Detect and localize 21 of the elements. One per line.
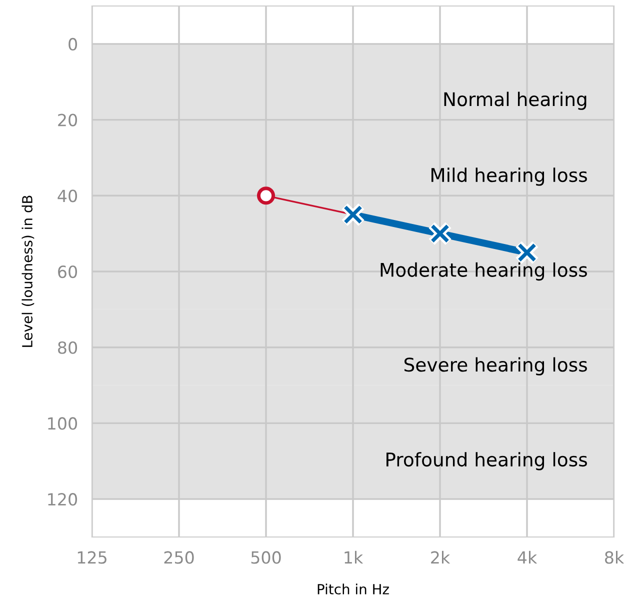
band-label: Severe hearing loss [404, 357, 587, 376]
y-tick-label: 80 [58, 341, 78, 354]
band-label: Moderate hearing loss [380, 262, 587, 281]
y-tick-label: 0 [68, 38, 78, 50]
y-tick-label: 40 [58, 190, 78, 202]
x-tick-label: 2k [431, 550, 450, 564]
x-axis-title: Pitch in Hz [318, 584, 389, 594]
band-label: Mild hearing loss [431, 168, 587, 186]
x-tick-label: 4k [518, 550, 538, 564]
band-label: Profound hearing loss [386, 452, 587, 470]
x-tick-label: 1k [344, 550, 364, 564]
x-tick-label: 8k [605, 550, 624, 564]
band-label: Normal hearing [444, 92, 586, 110]
x-tick-label: 500 [251, 551, 281, 564]
x-tick-label: 250 [164, 551, 194, 564]
x-tick-label: 125 [78, 551, 106, 564]
y-tick-label: 60 [58, 265, 78, 278]
y-axis-title: Level (loudness) in dB [22, 196, 34, 347]
y-tick-label: 100 [48, 417, 78, 430]
y-tick-label: 20 [58, 114, 78, 126]
y-tick-label: 120 [48, 493, 78, 506]
